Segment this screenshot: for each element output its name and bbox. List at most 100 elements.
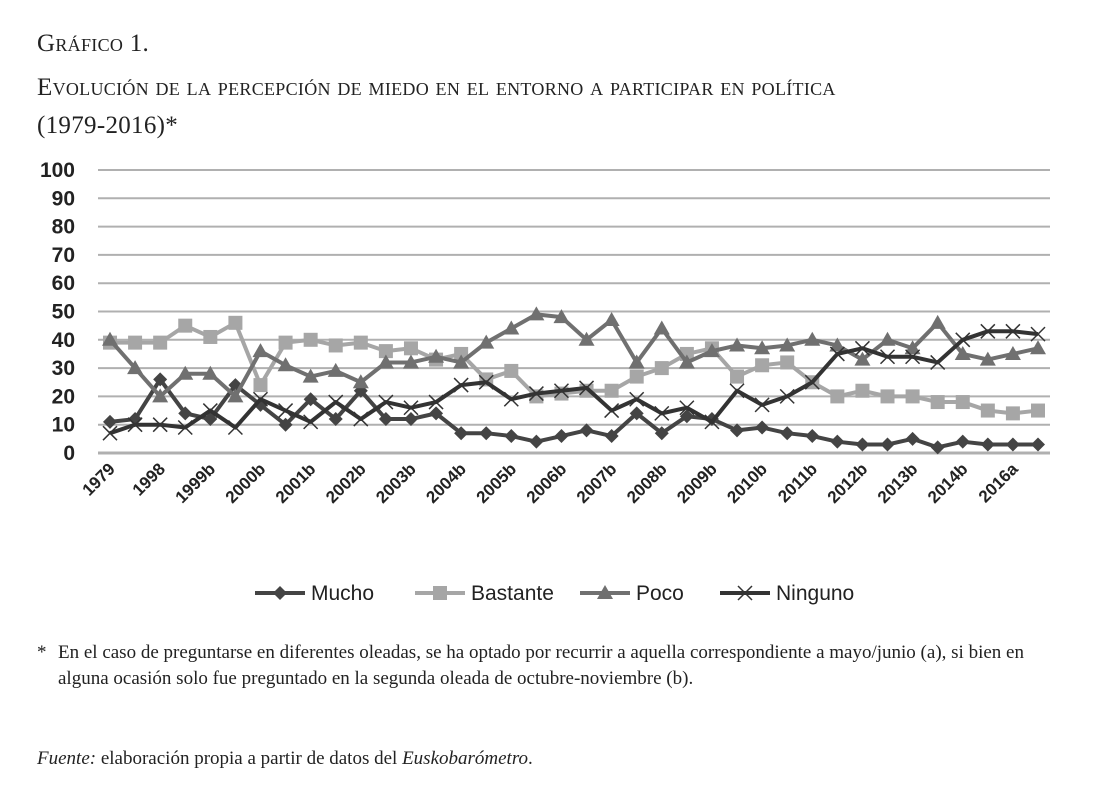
data-point-bastante [253, 378, 268, 393]
y-tick-label: 90 [52, 187, 75, 210]
data-point-ninguno [905, 349, 921, 365]
data-point-poco [377, 354, 394, 369]
data-point-bastante [830, 389, 845, 404]
data-point-mucho [805, 429, 820, 444]
data-point-bastante [278, 335, 293, 350]
legend-label-ninguno: Ninguno [776, 582, 854, 605]
data-point-ninguno [478, 374, 494, 390]
data-point-ninguno [829, 346, 845, 362]
data-point-ninguno [328, 394, 344, 410]
data-point-bastante [905, 389, 920, 404]
data-point-bastante [178, 318, 193, 333]
legend-label-mucho: Mucho [311, 582, 374, 605]
data-point-ninguno [679, 400, 695, 416]
footnote: * En el caso de preguntarse en diferente… [37, 640, 1037, 692]
legend-marker-bastante [433, 586, 447, 600]
data-point-ninguno [278, 403, 294, 419]
legend-marker-ninguno [737, 585, 753, 601]
data-point-poco [779, 337, 796, 352]
data-point-poco [478, 334, 495, 349]
data-point-poco [453, 354, 470, 369]
data-point-ninguno [604, 403, 620, 419]
x-tick-label: 2011b [774, 459, 821, 506]
data-point-mucho [880, 437, 895, 452]
data-point-poco [804, 331, 821, 346]
data-point-ninguno [127, 417, 143, 433]
x-tick-label: 2002b [322, 459, 370, 507]
data-point-ninguno [1030, 326, 1046, 342]
data-point-poco [703, 343, 720, 358]
y-tick-label: 80 [52, 216, 75, 239]
data-point-ninguno [804, 374, 820, 390]
source-end: . [528, 748, 533, 769]
data-point-poco [127, 360, 144, 375]
data-point-mucho [1005, 437, 1020, 452]
legend-label-poco: Poco [636, 582, 684, 605]
data-point-poco [152, 388, 169, 403]
data-point-ninguno [1005, 323, 1021, 339]
data-point-ninguno [854, 340, 870, 356]
data-point-bastante [930, 395, 945, 410]
data-point-ninguno [453, 377, 469, 393]
x-tick-label: 2012b [824, 459, 872, 507]
series-line-ninguno [109, 329, 1039, 436]
data-point-ninguno [654, 405, 670, 421]
data-point-poco [402, 354, 419, 369]
data-point-poco [528, 306, 545, 321]
data-point-mucho [153, 372, 168, 387]
data-point-bastante [378, 344, 393, 359]
data-point-poco [277, 357, 294, 372]
data-point-mucho [278, 417, 293, 432]
data-point-mucho [629, 406, 644, 421]
data-point-bastante [128, 335, 143, 350]
data-point-ninguno [252, 391, 269, 407]
data-point-bastante [654, 361, 669, 376]
data-point-bastante [203, 329, 218, 344]
data-point-bastante [780, 355, 795, 370]
data-point-ninguno [503, 391, 519, 407]
x-tick-label: 2008b [623, 459, 671, 507]
data-point-bastante [1005, 406, 1020, 421]
data-point-mucho [604, 429, 619, 444]
data-point-bastante [955, 395, 970, 410]
source-work: Euskobarómetro [402, 748, 529, 769]
data-point-poco [979, 351, 996, 366]
data-point-mucho [454, 426, 469, 441]
data-point-ninguno [303, 414, 319, 430]
data-point-ninguno [629, 391, 645, 407]
data-point-mucho [403, 412, 418, 427]
data-point-poco [929, 314, 946, 329]
data-point-ninguno [202, 403, 218, 419]
data-point-ninguno [428, 394, 444, 410]
data-point-bastante [228, 315, 243, 330]
y-tick-label: 20 [52, 385, 75, 408]
data-point-mucho [679, 409, 694, 424]
y-tick-label: 0 [63, 442, 75, 465]
data-point-poco [503, 320, 520, 335]
data-point-bastante [353, 335, 368, 350]
y-tick-label: 40 [52, 329, 75, 352]
data-point-mucho [178, 406, 193, 421]
x-tick-label: 2004b [422, 459, 470, 507]
y-tick-label: 70 [52, 244, 75, 267]
data-point-ninguno [955, 332, 971, 348]
x-tick-label: 2001b [272, 459, 320, 507]
data-point-poco [729, 337, 746, 352]
data-point-poco [252, 343, 269, 358]
data-point-ninguno [227, 419, 243, 436]
data-point-poco [829, 337, 846, 352]
data-point-mucho [303, 392, 318, 407]
x-tick-label: 2006b [523, 459, 571, 507]
data-point-ninguno [177, 419, 193, 436]
data-point-ninguno [353, 411, 369, 427]
data-point-poco [428, 348, 445, 363]
y-tick-label: 30 [52, 357, 75, 380]
x-tick-label: 1979 [79, 459, 119, 499]
data-point-mucho [654, 426, 669, 441]
data-point-mucho [529, 434, 544, 449]
data-point-poco [879, 331, 896, 346]
data-point-ninguno [152, 417, 168, 433]
data-point-poco [302, 368, 319, 383]
data-point-mucho [554, 429, 569, 444]
legend-marker-mucho [273, 586, 287, 600]
